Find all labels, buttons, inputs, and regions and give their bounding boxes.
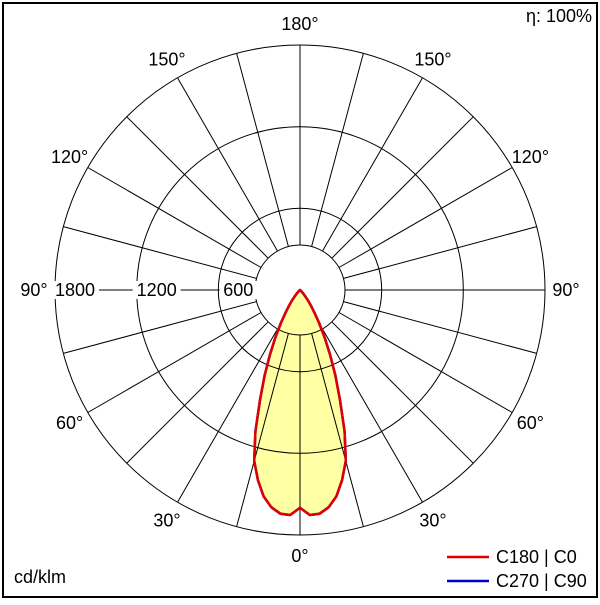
angle-label: 90°: [552, 280, 579, 300]
grid-radial-line: [177, 328, 278, 503]
grid-radial-line: [126, 321, 269, 464]
grid-radial-line: [63, 301, 257, 354]
grid-radial-line: [311, 53, 364, 247]
grid-radial-line: [322, 77, 423, 252]
radial-tick-label: 1800: [55, 280, 95, 300]
grid-radial-line: [87, 167, 262, 268]
grid-radial-line: [63, 226, 257, 279]
grid-radial-line: [343, 226, 537, 279]
grid-radial-line: [331, 116, 474, 259]
angle-label: 120°: [51, 147, 88, 167]
legend-label-c270-c90: C270 | C90: [496, 571, 587, 591]
angle-label: 150°: [414, 50, 451, 70]
radial-tick-label: 600: [223, 280, 253, 300]
efficiency-label: η: 100%: [526, 6, 592, 26]
angle-label: 90°: [20, 280, 47, 300]
radial-tick-label: 1200: [137, 280, 177, 300]
grid-radial-line: [177, 77, 278, 252]
grid-radial-line: [331, 321, 474, 464]
grid-radial-line: [126, 116, 269, 259]
grid-radial-line: [338, 312, 513, 413]
angle-label: 60°: [56, 413, 83, 433]
legend-label-c180-c0: C180 | C0: [496, 547, 577, 567]
distribution-curve-0: [252, 288, 348, 517]
grid-radial-line: [87, 312, 262, 413]
grid-radial-line: [322, 328, 423, 503]
radial-tick-label-bg: [219, 281, 258, 299]
polar-grid: 600 1200 1800 0° 30° 30° 60° 60° 90° 90° 120° 120° 1…: [20, 14, 579, 566]
angle-label: 120°: [512, 147, 549, 167]
grid-radial-line: [343, 301, 537, 354]
radial-tick-label-bg: [51, 281, 99, 299]
radial-tick-label-bg: [132, 281, 181, 299]
legend: C180 | C0 C270 | C90: [447, 547, 587, 591]
angle-label: 60°: [517, 413, 544, 433]
grid-radial-line: [311, 333, 364, 527]
curve-layer: [252, 288, 348, 517]
angle-label: 30°: [419, 510, 446, 530]
angle-label: 30°: [153, 510, 180, 530]
angle-label: 0°: [291, 546, 308, 566]
angle-label: 150°: [148, 50, 185, 70]
unit-label: cd/klm: [14, 567, 66, 587]
grid-radial-line: [236, 333, 289, 527]
grid-radial-line: [236, 53, 289, 247]
angle-label: 180°: [281, 14, 318, 34]
grid-radial-line: [338, 167, 513, 268]
